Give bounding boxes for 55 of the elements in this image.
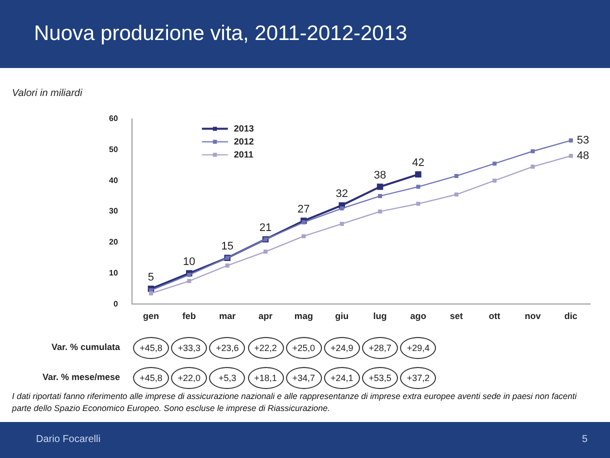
legend-label: 2011: [234, 149, 254, 160]
text: +29,4: [400, 337, 436, 359]
data-label: 5: [148, 271, 154, 284]
x-tick-label: gen: [142, 311, 159, 322]
text: Valori in miliardi: [12, 88, 82, 99]
data-label: 53: [576, 134, 590, 146]
text: +25,0: [286, 337, 322, 359]
y-tick-label: 0: [113, 299, 118, 308]
y-tick-label: 50: [108, 144, 118, 154]
data-label: 21: [259, 222, 272, 234]
chart-title: Nuova produzione vita, 2011-2012-2013: [34, 22, 408, 46]
y-tick-label: 60: [108, 114, 118, 124]
text: +37,2: [400, 367, 436, 389]
text: Var. % mese/mese: [41, 372, 120, 382]
text: Var. % cumulata: [50, 342, 120, 352]
text: +22,2: [248, 337, 284, 359]
text: 5: [582, 434, 588, 445]
x-tick-label: dic: [564, 311, 578, 322]
x-tick-label: ott: [488, 311, 500, 322]
text: +24,9: [324, 337, 360, 359]
legend-label: 2012: [234, 136, 254, 146]
text: +28,7: [362, 337, 398, 359]
text: +24,1: [324, 367, 360, 389]
data-label: 15: [221, 240, 234, 252]
legend-label: 2013: [234, 123, 254, 134]
x-tick-label: lug: [373, 311, 387, 322]
text: +18,1: [248, 367, 284, 389]
x-tick-label: mag: [294, 311, 313, 322]
x-tick-label: nov: [524, 311, 541, 322]
x-tick-label: giu: [335, 311, 349, 322]
text: Dario Focarelli: [36, 434, 100, 445]
data-label: 38: [374, 169, 386, 182]
text: +53,5: [362, 367, 398, 389]
y-tick-label: 30: [108, 206, 118, 216]
text: +22,0: [171, 367, 208, 389]
text: I dati riportati fanno riferimento alle imprese di assicurazione nazionali e alle rappresentanze di imprese extra europee aventi sede in paesi non facenti parte dello Spazio Economico Europeo. Sono escluse le imprese di Riassicurazione.: [12, 390, 578, 414]
y-tick-label: 10: [108, 268, 118, 278]
x-tick-label: apr: [258, 311, 274, 322]
data-label: 48: [576, 150, 590, 162]
text: +33,3: [171, 337, 208, 359]
text: +45,8: [132, 367, 169, 389]
text: +34,7: [286, 367, 322, 389]
x-tick-label: set: [450, 311, 463, 322]
x-tick-label: mar: [219, 311, 236, 322]
y-tick-label: 40: [108, 176, 118, 185]
x-tick-label: feb: [182, 311, 196, 322]
text: +5,3: [209, 367, 246, 389]
text: +23,6: [209, 337, 246, 359]
data-label: 10: [183, 256, 196, 268]
data-label: 32: [336, 188, 348, 200]
y-tick-label: 20: [108, 238, 118, 247]
x-tick-label: ago: [410, 311, 427, 322]
text: +45,8: [132, 337, 169, 359]
data-label: 27: [298, 203, 310, 216]
data-label: 42: [412, 156, 424, 169]
